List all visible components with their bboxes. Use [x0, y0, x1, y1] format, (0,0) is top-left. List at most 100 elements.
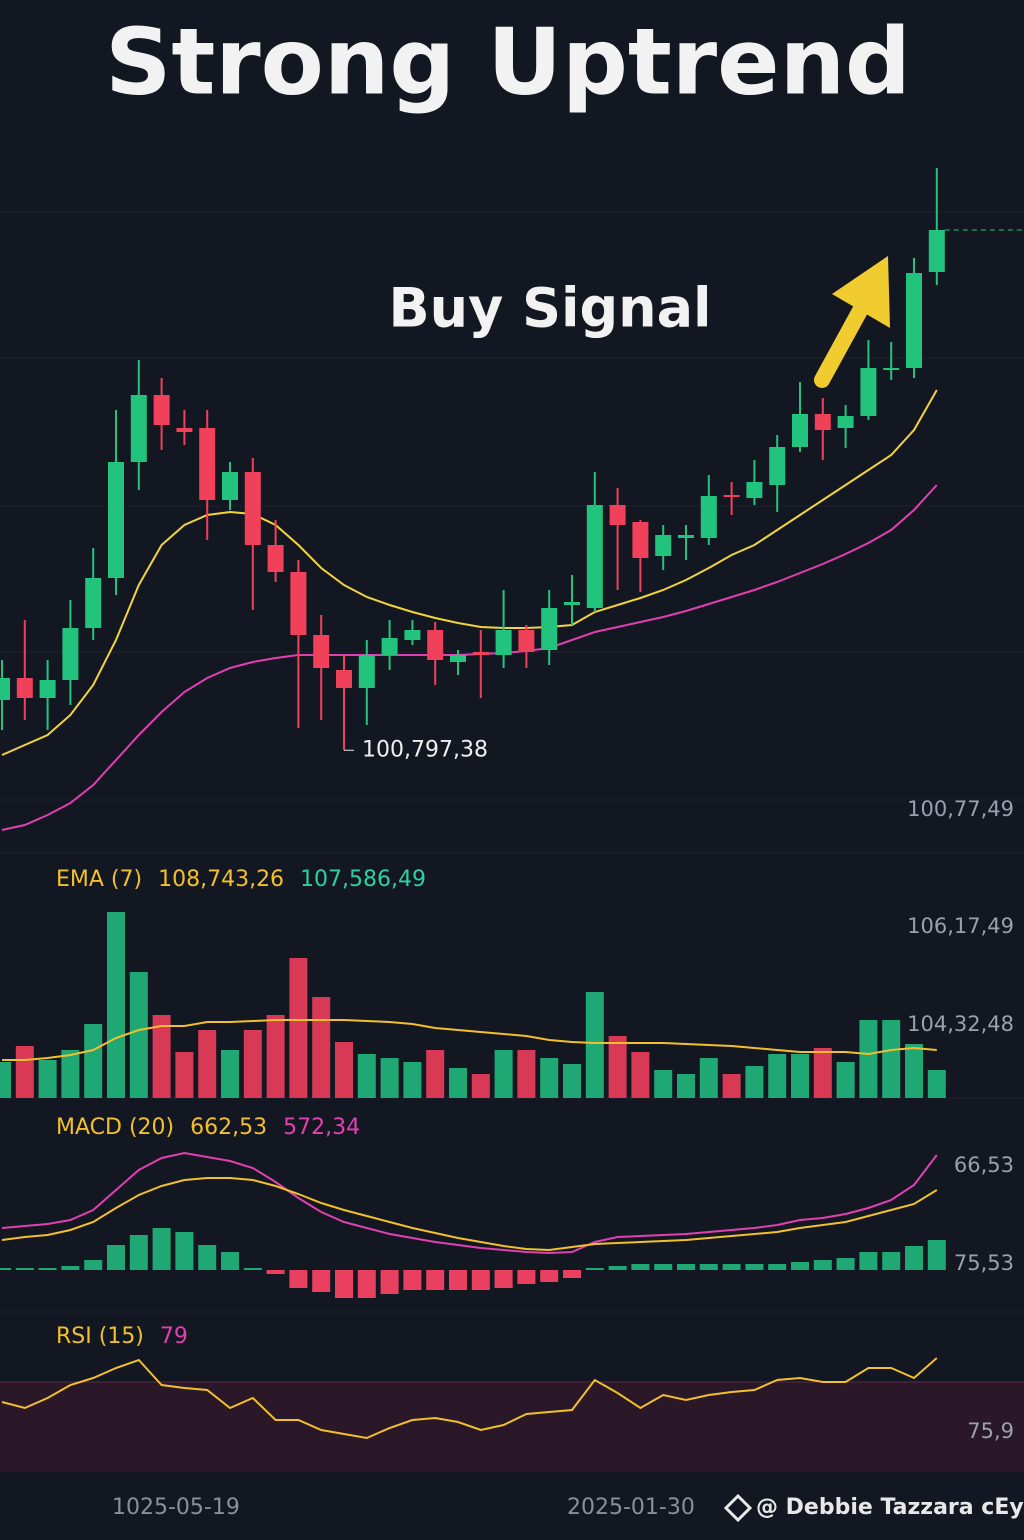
macd-bar [221, 1252, 239, 1270]
macd-bar [540, 1270, 559, 1282]
indicator-label: EMA (7) [56, 867, 142, 892]
low-label: 100,797,38 [362, 737, 488, 762]
axis-label: 104,32,48 [907, 1012, 1014, 1036]
candle-body [336, 670, 352, 688]
macd-bar [677, 1264, 695, 1270]
macd-bar [563, 1270, 581, 1278]
candle-body [814, 414, 831, 430]
indicator-line [2, 1019, 937, 1061]
macd-bar [426, 1270, 445, 1290]
candle-body [746, 482, 763, 498]
macd-bar [335, 1270, 353, 1298]
candle-body [0, 678, 10, 700]
volume-bar [243, 1030, 262, 1098]
indicator-line [1, 1357, 938, 1440]
candle-body [883, 368, 900, 370]
volume-bar [677, 1074, 695, 1098]
volume-bar [905, 1044, 923, 1098]
axis-label: 106,17,49 [907, 914, 1014, 938]
volume-bar [836, 1062, 855, 1098]
volume-bar [768, 1054, 787, 1098]
axis-label: 100,77,49 [907, 797, 1014, 821]
macd-bar [517, 1270, 536, 1284]
volume-bar [517, 1050, 536, 1098]
indicator-label: RSI (15) [56, 1324, 144, 1349]
macd-bar [289, 1270, 308, 1288]
candle-body [199, 428, 216, 500]
volume-bar [221, 1050, 239, 1098]
macd-bar [129, 1235, 148, 1270]
macd-bar [905, 1246, 923, 1270]
macd-bar [449, 1270, 467, 1290]
credit: @ Debbie Tazzara cEyu [756, 1495, 1024, 1520]
volume-bar [129, 972, 148, 1098]
indicator-label: 572,34 [283, 1115, 360, 1140]
volume-bar [745, 1066, 764, 1098]
candle-body [541, 608, 558, 650]
candle-body [655, 535, 672, 556]
candle-body [586, 505, 603, 608]
indicator-line [1, 389, 938, 756]
candle-body [176, 428, 193, 432]
candle-body [267, 545, 284, 572]
macd-bar [882, 1252, 901, 1270]
indicator-line [1, 484, 938, 831]
candle-body [860, 368, 877, 416]
macd-bar [38, 1268, 57, 1270]
macd-bar [312, 1270, 331, 1292]
volume-bar [813, 1048, 832, 1098]
indicator-line [1, 1177, 938, 1252]
candle-body [358, 655, 375, 688]
candle-body [222, 472, 238, 500]
macd-bar [859, 1252, 878, 1270]
candle-body [39, 680, 56, 698]
candle-body [108, 462, 124, 578]
volume-bar [152, 1015, 171, 1098]
candle-body [404, 630, 421, 640]
macd-bar [791, 1262, 809, 1270]
indicator-label: 107,586,49 [300, 867, 426, 892]
macd-bar [836, 1258, 855, 1270]
macd-bar [266, 1270, 285, 1274]
indicator-label: 108,743,26 [158, 867, 284, 892]
candle-body [700, 496, 717, 538]
date-label: 2025-01-30 [567, 1495, 695, 1520]
volume-bar [312, 997, 331, 1098]
macd-bar [380, 1270, 399, 1294]
volume-bar [266, 1015, 285, 1098]
macd-bar [654, 1264, 673, 1270]
candle-body [130, 395, 147, 462]
volume-bar [927, 1070, 946, 1098]
axis-label: 66,53 [954, 1153, 1014, 1177]
macd-bar [15, 1268, 34, 1270]
macd-bar [585, 1268, 604, 1270]
volume-bar [882, 1020, 901, 1098]
volume-bar [289, 958, 308, 1098]
indicator-line [1, 1151, 938, 1255]
macd-bar [471, 1270, 490, 1290]
volume-bar [357, 1054, 376, 1098]
candle-body [495, 630, 512, 655]
volume-bar [198, 1030, 217, 1098]
macd-bar [699, 1264, 718, 1270]
candle-body [290, 572, 307, 635]
volume-bar [449, 1068, 467, 1098]
volume-bar [563, 1064, 581, 1098]
candle-body [427, 630, 444, 660]
volume-bar [540, 1058, 559, 1098]
candle-body [564, 602, 580, 605]
logo [723, 1493, 753, 1523]
axis-label: 75,9 [967, 1419, 1014, 1443]
macd-bar [107, 1245, 125, 1270]
candle-body [678, 535, 694, 538]
macd-bar [175, 1232, 194, 1270]
title: Strong Uptrend [105, 8, 911, 115]
volume-bar [722, 1074, 741, 1098]
macd-bar [722, 1264, 741, 1270]
candle-body [450, 655, 466, 662]
volume-bar [335, 1042, 353, 1098]
macd-bar [243, 1268, 262, 1270]
volume-bar [654, 1070, 673, 1098]
candle-body [153, 395, 170, 425]
